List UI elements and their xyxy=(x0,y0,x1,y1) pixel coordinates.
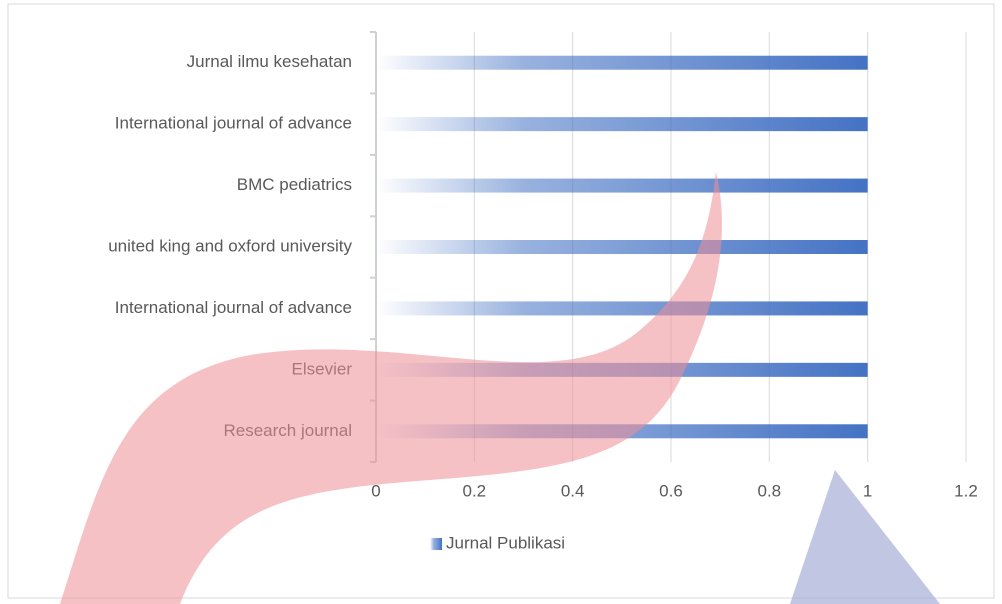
bar xyxy=(376,240,868,254)
x-tick-label: 1 xyxy=(863,481,872,500)
y-tick-label: united king and oxford university xyxy=(108,236,352,255)
legend-label: Jurnal Publikasi xyxy=(446,533,565,552)
bar xyxy=(376,179,868,193)
x-tick-label: 0.6 xyxy=(659,481,683,500)
chart: 00.20.40.60.811.2Jurnal ilmu kesehatanIn… xyxy=(0,0,1002,604)
bar xyxy=(376,301,868,315)
page: {"chart_data": {"type": "bar", "orientat… xyxy=(0,0,1002,604)
y-tick-label: Jurnal ilmu kesehatan xyxy=(187,52,352,71)
bar xyxy=(376,56,868,70)
y-tick-label: BMC pediatrics xyxy=(237,175,352,194)
legend-swatch xyxy=(430,538,442,550)
y-tick-label: International journal of advance xyxy=(115,298,352,317)
x-tick-label: 0.8 xyxy=(758,481,782,500)
x-tick-label: 0.2 xyxy=(463,481,487,500)
x-tick-label: 1.2 xyxy=(954,481,978,500)
y-tick-label: International journal of advance xyxy=(115,114,352,133)
bar xyxy=(376,117,868,131)
x-tick-label: 0.4 xyxy=(561,481,585,500)
